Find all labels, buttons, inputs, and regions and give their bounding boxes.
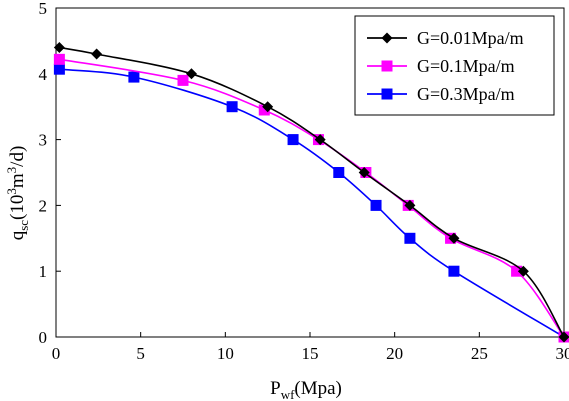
data-point bbox=[53, 63, 65, 75]
legend: G=0.01Mpa/m G=0.1Mpa/m G=0.3Mpa/m bbox=[354, 15, 555, 116]
data-point bbox=[53, 41, 65, 53]
data-point bbox=[287, 134, 299, 146]
legend-marker bbox=[381, 60, 393, 72]
data-point bbox=[314, 134, 326, 146]
data-point bbox=[404, 199, 416, 211]
series-layer bbox=[53, 41, 569, 343]
data-point bbox=[448, 232, 460, 244]
y-tick-label: 0 bbox=[39, 328, 48, 347]
data-point bbox=[448, 265, 460, 277]
data-point bbox=[91, 48, 103, 60]
series-1 bbox=[53, 41, 569, 343]
legend-item: G=0.1Mpa/m bbox=[367, 56, 515, 76]
data-point bbox=[258, 104, 270, 116]
data-point bbox=[358, 167, 370, 178]
x-tick-label: 5 bbox=[136, 344, 145, 363]
y-tick-label: 3 bbox=[39, 131, 48, 150]
y-tick-label: 1 bbox=[39, 262, 48, 281]
legend-label: G=0.1Mpa/m bbox=[417, 56, 515, 76]
data-point bbox=[558, 331, 569, 343]
data-point bbox=[185, 68, 197, 80]
data-point bbox=[226, 101, 238, 113]
legend-label: G=0.3Mpa/m bbox=[417, 84, 515, 104]
data-point bbox=[333, 167, 345, 178]
x-tick-label: 15 bbox=[302, 344, 319, 363]
legend-item: G=0.3Mpa/m bbox=[367, 84, 515, 104]
x-tick-label: 20 bbox=[386, 344, 403, 363]
data-point bbox=[517, 265, 529, 277]
data-point bbox=[53, 53, 65, 65]
data-point bbox=[511, 265, 523, 277]
x-axis-label: Pwf(Mpa) bbox=[270, 378, 342, 401]
data-point bbox=[262, 101, 274, 113]
y-axis-label: qsc(103m3/d) bbox=[4, 146, 31, 241]
x-tick-label: 25 bbox=[471, 344, 488, 363]
x-tick-label: 30 bbox=[556, 344, 569, 363]
series-line bbox=[59, 46, 565, 338]
y-axis-ticks: 0 1 2 3 4 5 bbox=[39, 0, 61, 347]
legend-marker bbox=[381, 32, 393, 44]
x-axis-ticks: 0 5 10 15 20 25 30 bbox=[52, 332, 569, 363]
data-point bbox=[404, 232, 416, 244]
x-tick-label: 0 bbox=[52, 344, 61, 363]
data-point bbox=[128, 71, 140, 83]
data-point bbox=[370, 199, 382, 211]
legend-label: G=0.01Mpa/m bbox=[417, 28, 524, 48]
legend-marker bbox=[381, 88, 393, 100]
legend-item: G=0.01Mpa/m bbox=[367, 28, 524, 48]
data-point bbox=[177, 74, 189, 86]
y-tick-label: 2 bbox=[39, 196, 48, 215]
y-tick-label: 4 bbox=[39, 65, 48, 84]
x-tick-label: 10 bbox=[217, 344, 234, 363]
y-tick-label: 5 bbox=[39, 0, 48, 18]
